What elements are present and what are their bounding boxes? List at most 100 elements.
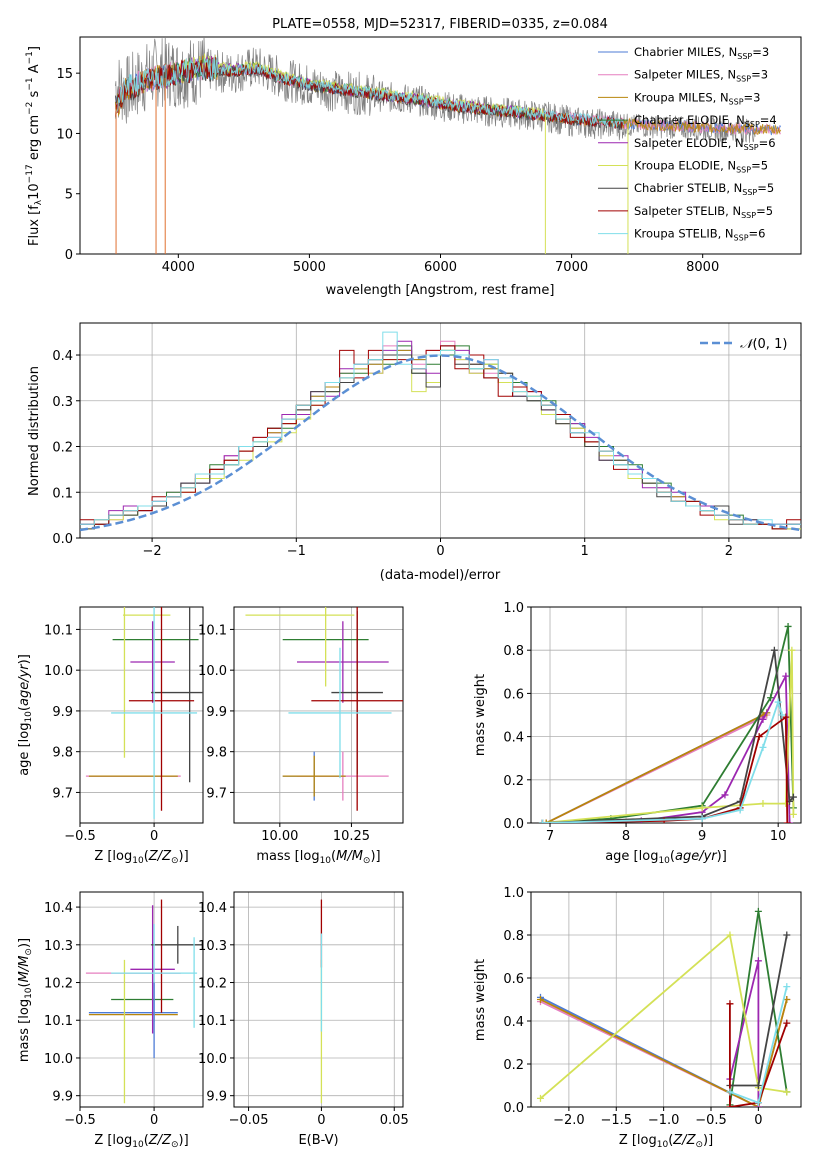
x-tick-label: 0 [150,1113,158,1128]
legend-sub: SSP [734,234,749,243]
label-part: )] [703,1133,713,1148]
legend-label: Kroupa ELODIE, NSSP=5 [634,159,768,175]
y-tick-label: 0.0 [503,1101,524,1116]
label-part: M/M [336,849,363,864]
x-axis-label: (data-model)/error [380,568,501,583]
x-tick-label: 4000 [162,260,195,275]
label-part: M/M [17,956,32,983]
legend-label: Chabrier STELIB, NSSP=5 [634,181,774,197]
y-tick-label: 9.9 [206,705,227,720]
y-tick-label: 10.1 [44,1014,73,1029]
x-tick-label: 0 [150,829,158,844]
weight-marker [789,810,797,818]
legend-tail: =5 [756,204,773,218]
weight-marker [536,1094,544,1102]
label-part: ( [17,706,32,711]
x-tick-label: 2 [725,544,733,559]
legend-name: Salpeter MILES, N [634,68,736,82]
legend-name: Salpeter STELIB, N [634,204,741,218]
weight-marker [759,715,767,723]
weight-line [542,698,783,823]
y-tick-label: 10.1 [44,623,73,638]
y-axis-label: Flux [fλ10−17 erg cm−2 s−1 A−1] [25,46,44,246]
figure-title: PLATE=0558, MJD=52317, FIBERID=0335, z=0… [272,17,608,32]
weight-marker [754,1082,762,1089]
x-tick-label: 7000 [555,260,588,275]
x-tick-label: 9 [698,829,706,844]
legend-sub: SSP [745,120,760,129]
legend-label: Chabrier ELODIE, NSSP=4 [634,113,777,129]
weight-marker [726,1000,734,1008]
legend-sub: SSP [729,97,744,106]
y-tick-label: 9.7 [52,786,73,801]
label-part: Z/Z [672,1133,696,1148]
weight-marker [698,815,706,823]
y-tick-label: 10.2 [198,977,227,992]
y-tick-label: 10.2 [44,977,73,992]
weight-marker [698,804,706,812]
legend-sub: SSP [742,188,757,197]
label-part: −1 [25,77,35,90]
weight-marker [770,646,778,654]
weight-line [542,626,795,823]
panel-mass-vs-ebv: −0.05 0 0.05 9.9 10.0 10.1 10.2 10.3 10.4 E(B-V) [198,891,409,1148]
legend-name: Salpeter ELODIE, N [634,136,744,150]
x-tick-label: 0 [317,1113,325,1128]
y-tick-label: 5 [65,188,73,203]
weight-line [729,1003,788,1107]
y-tick-label: 10.0 [198,664,227,679]
y-tick-label: 10.1 [198,1014,227,1029]
x-tick-label: 7 [546,829,554,844]
weight-marker [786,819,794,823]
y-tick-label: 9.9 [52,705,73,720]
y-tick-label: 10.3 [198,939,227,954]
label-part: ⊙ [695,1140,703,1150]
label-part: Z [log [619,1133,657,1148]
y-axis-label: mass [log10(M/M⊙)] [17,938,34,1062]
legend-label: Salpeter MILES, NSSP=3 [634,68,768,84]
label-part: 10 [657,1140,669,1150]
label-part: 10 [132,856,144,866]
x-tick-label: 10.00 [261,829,298,844]
axes-frame [233,606,404,824]
label-part: ( [670,849,675,864]
legend-label: Chabrier MILES, NSSP=3 [634,45,769,61]
label-part: )] [179,849,189,864]
label-part: Z/Z [148,849,172,864]
axes-frame [233,891,404,1108]
x-tick-label: −2.0 [553,1113,585,1128]
label-part: erg cm [27,115,42,164]
x-axis-label: Z [log10(Z/Z⊙)] [619,1133,713,1150]
x-axis-label: Z [log10(Z/Z⊙)] [94,849,188,866]
legend-tail: =6 [749,227,766,241]
label-part: age/yr [675,849,718,864]
y-tick-label: 0.8 [503,644,524,659]
y-tick-label: 0.6 [503,972,524,987]
weight-marker [782,672,790,680]
x-tick-label: −1.5 [600,1113,632,1128]
axes-frame [530,606,802,824]
legend-label: 𝒩(0, 1) [740,337,787,352]
label-part: 10 [658,856,670,866]
x-tick-label: 5000 [293,260,326,275]
x-tick-label: 1 [581,544,589,559]
y-tick-label: 1.0 [503,601,524,616]
weight-marker [755,733,763,741]
label-part: −1 [25,51,35,64]
label-part: ] [27,46,42,51]
weight-marker [759,800,767,808]
y-tick-label: 9.8 [206,746,227,761]
label-part: 10 [320,856,332,866]
x-tick-label: −0.5 [64,1113,96,1128]
x-tick-label: −0.5 [695,1113,727,1128]
legend-name: Kroupa ELODIE, N [634,159,736,173]
y-tick-label: 0 [65,248,73,263]
normal-curve [80,354,801,532]
label-part: Z [log [94,849,132,864]
label-part: age [log [605,849,658,864]
y-tick-label: 9.9 [52,1090,73,1105]
x-tick-label: 8000 [686,260,719,275]
y-tick-label: 0.1 [52,486,73,501]
